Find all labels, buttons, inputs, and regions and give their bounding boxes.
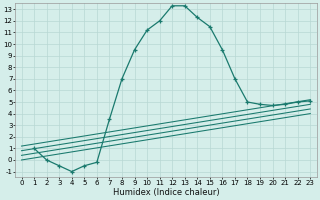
X-axis label: Humidex (Indice chaleur): Humidex (Indice chaleur) [113,188,219,197]
